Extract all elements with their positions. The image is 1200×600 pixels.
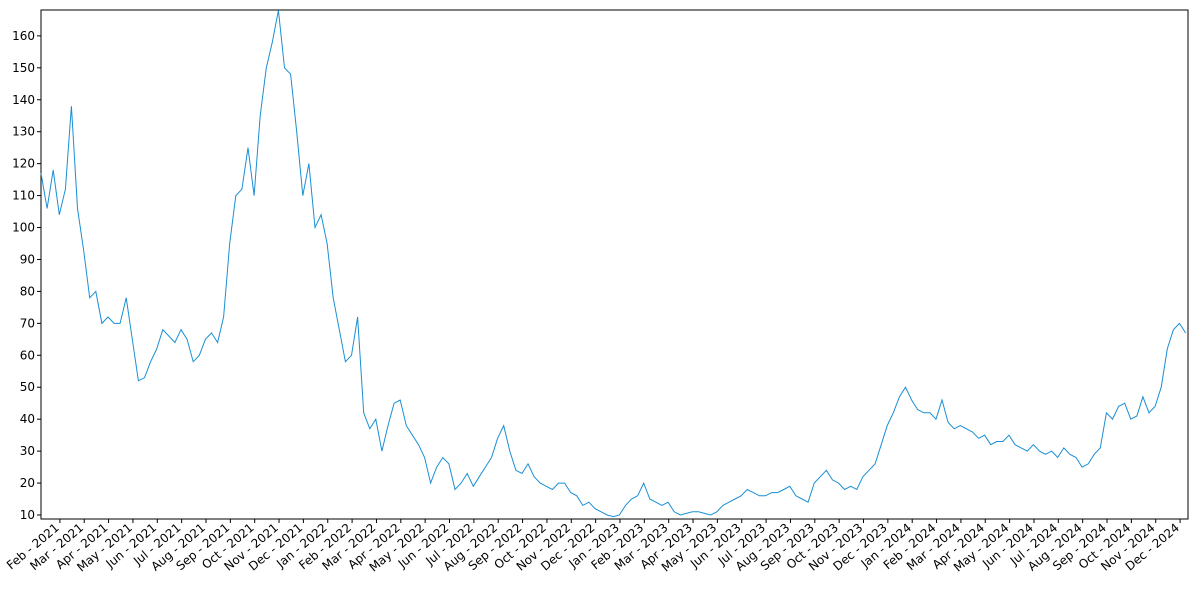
y-tick-label: 110: [12, 189, 35, 203]
y-tick-label: 80: [20, 284, 35, 298]
y-tick-label: 140: [12, 93, 35, 107]
y-tick-label: 20: [20, 476, 35, 490]
plot-frame: [40, 9, 1189, 520]
y-tick-label: 40: [20, 412, 35, 426]
y-tick-label: 10: [20, 508, 35, 522]
y-tick-label: 160: [12, 29, 35, 43]
y-tick-label: 90: [20, 252, 35, 266]
series-line: [40, 10, 1187, 518]
y-tick-label: 50: [20, 380, 35, 394]
y-tick-label: 100: [12, 221, 35, 235]
y-tick-label: 60: [20, 348, 35, 362]
y-tick-label: 30: [20, 444, 35, 458]
y-tick-label: 130: [12, 125, 35, 139]
y-tick-label: 70: [20, 316, 35, 330]
y-tick-label: 120: [12, 157, 35, 171]
y-tick-label: 150: [12, 61, 35, 75]
